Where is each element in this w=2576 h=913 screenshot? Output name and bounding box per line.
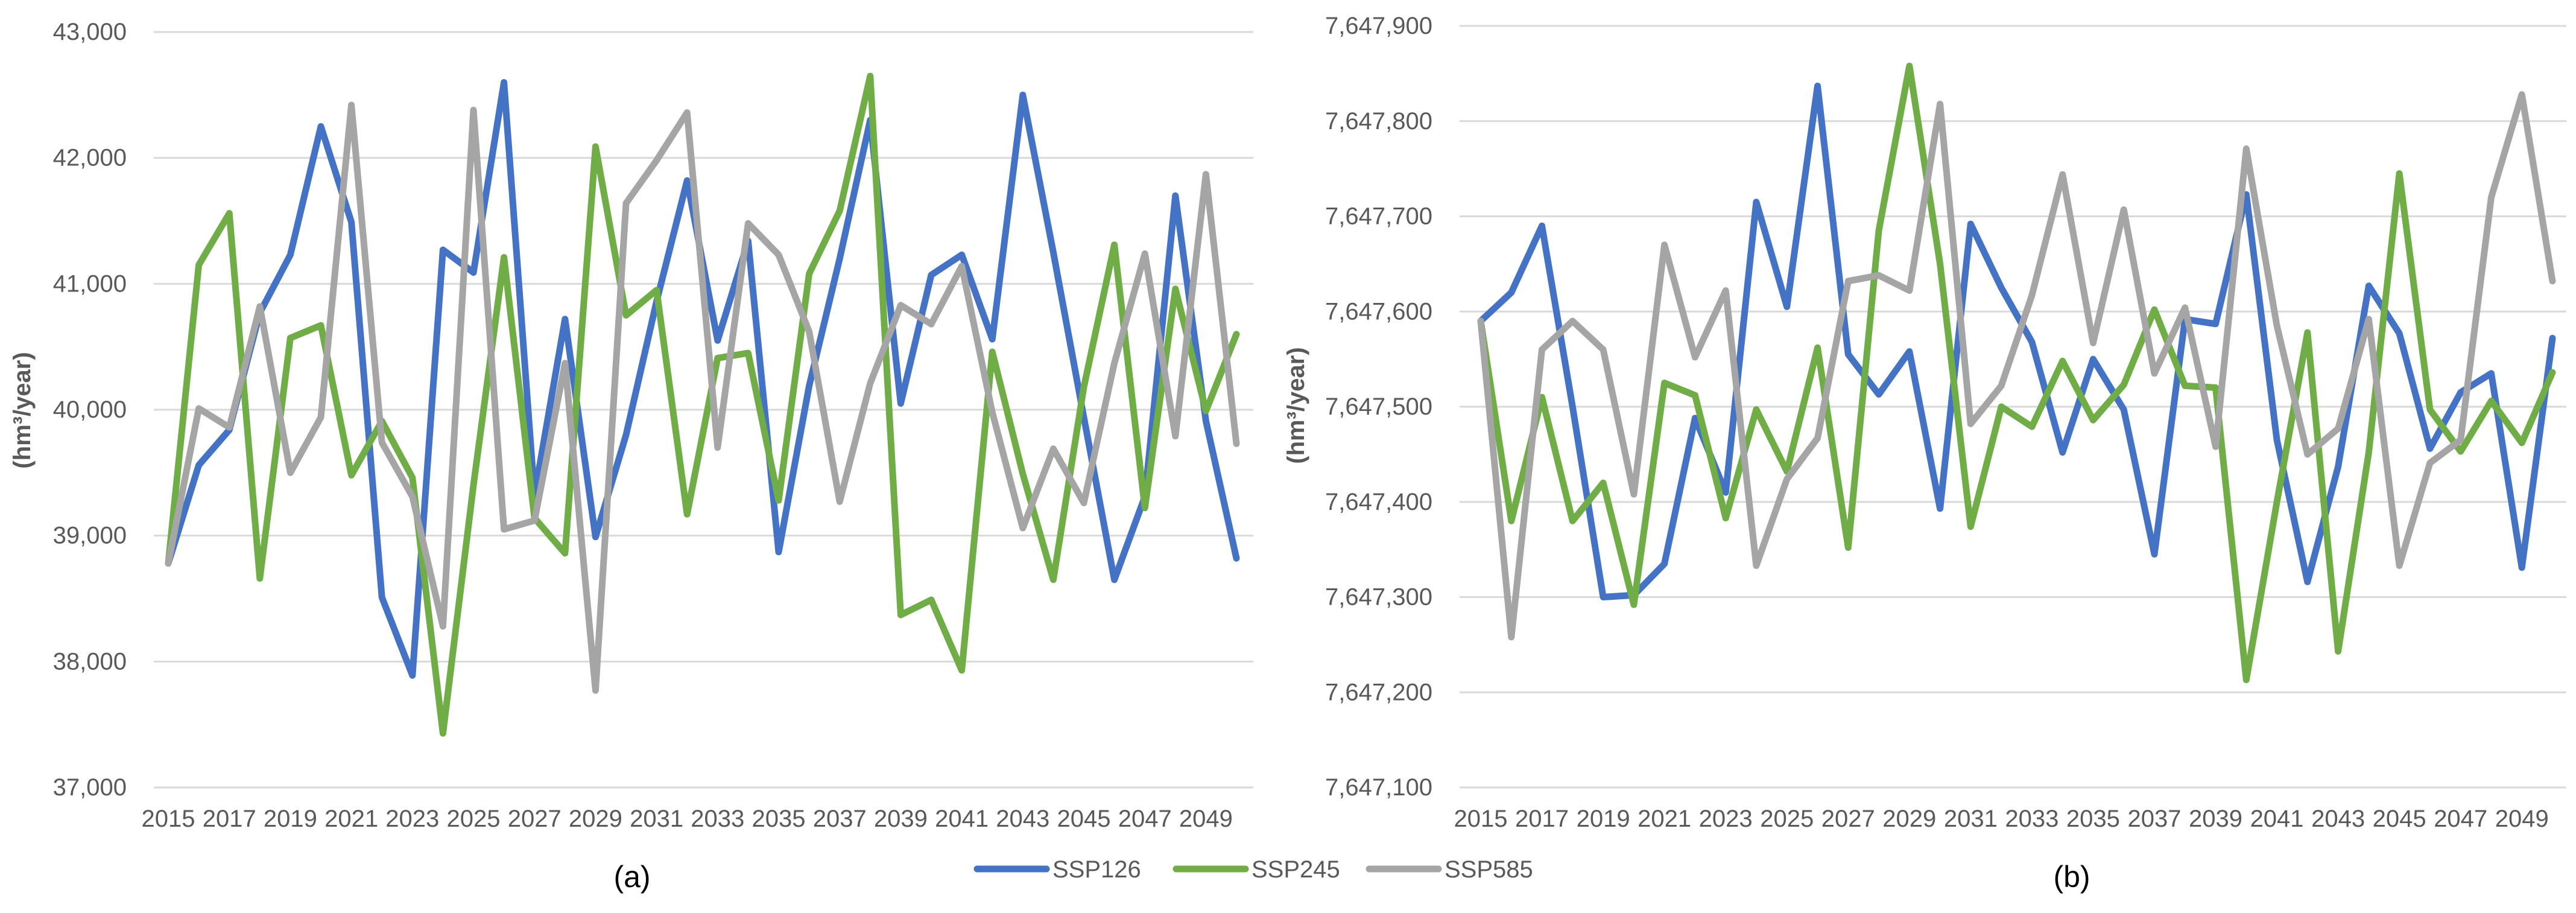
x-tick-label: 2043 bbox=[996, 806, 1049, 832]
x-tick-label: 2031 bbox=[1944, 806, 1998, 832]
legend-label-ssp585: SSP585 bbox=[1445, 856, 1533, 883]
x-tick-label: 2035 bbox=[2066, 806, 2120, 832]
x-tick-label: 2029 bbox=[1882, 806, 1936, 832]
y-tick-label: 37,000 bbox=[53, 774, 127, 801]
x-tick-label: 2043 bbox=[2311, 806, 2365, 832]
x-tick-label: 2047 bbox=[2434, 806, 2487, 832]
x-tick-label: 2023 bbox=[1699, 806, 1753, 832]
x-tick-label: 2021 bbox=[324, 806, 378, 832]
x-tick-label: 2027 bbox=[508, 806, 562, 832]
y-axis-label: (hm³/year) bbox=[1283, 347, 1309, 463]
series-line-ssp245 bbox=[165, 72, 1240, 737]
x-tick-label: 2033 bbox=[691, 806, 744, 832]
x-tick-label: 2021 bbox=[1638, 806, 1691, 832]
x-tick-label: 2045 bbox=[2373, 806, 2426, 832]
x-tick-label: 2041 bbox=[935, 806, 989, 832]
legend-label-ssp245: SSP245 bbox=[1252, 856, 1340, 883]
series-line-ssp126 bbox=[1477, 82, 2556, 600]
x-tick-label: 2025 bbox=[1760, 806, 1814, 832]
x-tick-label: 2049 bbox=[1179, 806, 1233, 832]
y-tick-label: 39,000 bbox=[53, 523, 127, 549]
x-tick-label: 2017 bbox=[1515, 806, 1569, 832]
y-tick-label: 7,647,900 bbox=[1325, 13, 1432, 39]
x-tick-label: 2037 bbox=[2127, 806, 2181, 832]
y-tick-label: 42,000 bbox=[53, 145, 127, 171]
x-tick-label: 2015 bbox=[142, 806, 195, 832]
legend-label-ssp126: SSP126 bbox=[1052, 856, 1141, 883]
y-tick-label: 7,647,100 bbox=[1325, 774, 1432, 801]
x-tick-label: 2047 bbox=[1118, 806, 1172, 832]
series-line-ssp585 bbox=[165, 101, 1240, 694]
x-tick-label: 2039 bbox=[874, 806, 928, 832]
x-tick-label: 2017 bbox=[203, 806, 256, 832]
x-tick-label: 2025 bbox=[447, 806, 501, 832]
x-tick-label: 2049 bbox=[2495, 806, 2549, 832]
y-tick-label: 7,647,200 bbox=[1325, 679, 1432, 705]
chart-panel-b: 7,647,100 7,647,200 7,647,300 7,647,400 7,64… bbox=[1283, 13, 2566, 894]
x-tick-label: 2045 bbox=[1057, 806, 1111, 832]
y-tick-label: 38,000 bbox=[53, 648, 127, 675]
panel-label: (a) bbox=[613, 860, 650, 894]
panel-label: (b) bbox=[2053, 860, 2090, 894]
y-tick-label: 43,000 bbox=[53, 19, 127, 45]
y-tick-label: 7,647,400 bbox=[1325, 489, 1432, 515]
series-line-ssp245 bbox=[1477, 62, 2556, 684]
y-tick-label: 40,000 bbox=[53, 396, 127, 423]
legend: SSP126 SSP245 SSP585 bbox=[973, 856, 1533, 883]
y-tick-label: 7,647,500 bbox=[1325, 393, 1432, 420]
x-tick-label: 2037 bbox=[813, 806, 867, 832]
x-tick-label: 2029 bbox=[569, 806, 622, 832]
x-tick-label: 2019 bbox=[1577, 806, 1630, 832]
x-tick-label: 2039 bbox=[2189, 806, 2242, 832]
x-tick-label: 2035 bbox=[752, 806, 806, 832]
y-tick-label: 7,647,800 bbox=[1325, 108, 1432, 135]
x-tick-label: 2027 bbox=[1821, 806, 1875, 832]
chart-panel-a: 37,000 38,000 39,000 40,000 41,000 42,000 43,0… bbox=[9, 19, 1253, 894]
y-tick-label: 7,647,700 bbox=[1325, 203, 1432, 230]
x-tick-label: 2041 bbox=[2250, 806, 2304, 832]
x-tick-label: 2033 bbox=[2005, 806, 2059, 832]
y-tick-label: 7,647,600 bbox=[1325, 298, 1432, 325]
y-tick-label: 7,647,300 bbox=[1325, 584, 1432, 611]
x-tick-label: 2031 bbox=[630, 806, 683, 832]
x-tick-label: 2023 bbox=[385, 806, 439, 832]
x-tick-label: 2015 bbox=[1454, 806, 1508, 832]
x-tick-label: 2019 bbox=[264, 806, 317, 832]
y-tick-label: 41,000 bbox=[53, 270, 127, 297]
series-line-ssp585 bbox=[1477, 91, 2556, 641]
y-axis-label: (hm³/year) bbox=[9, 352, 36, 468]
